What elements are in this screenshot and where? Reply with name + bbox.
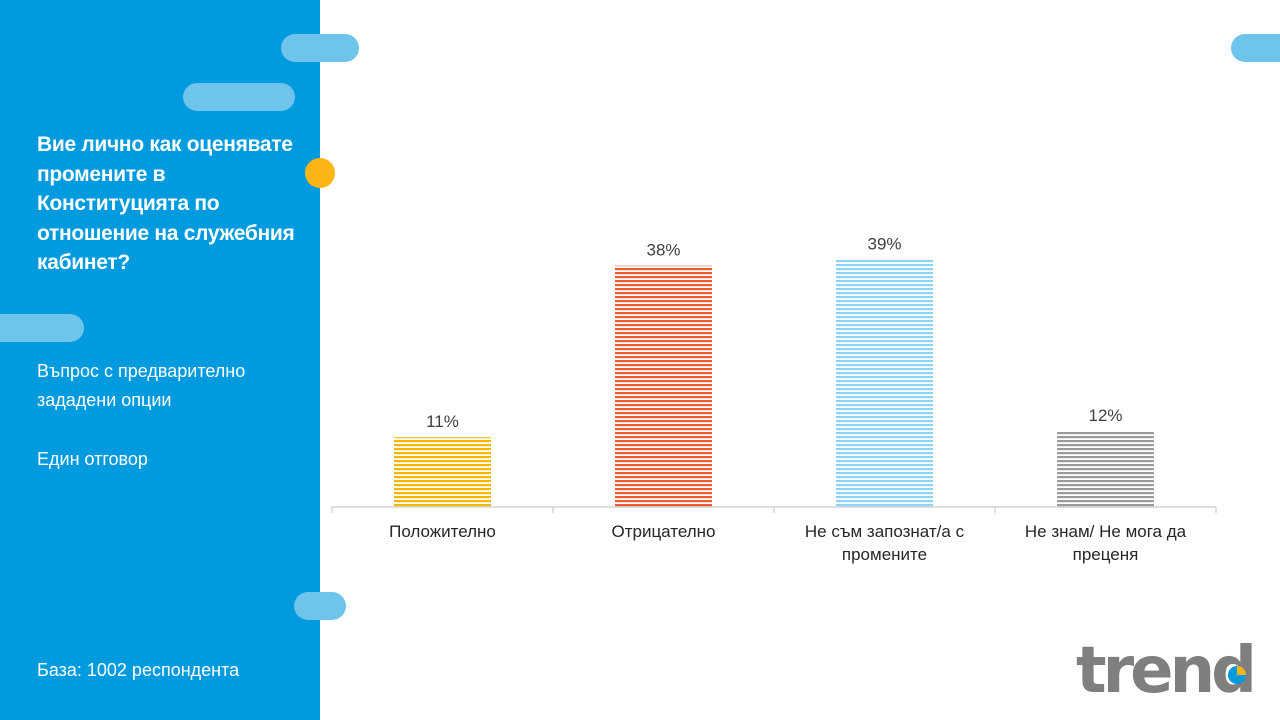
bar-value-label: 39% [867,234,901,253]
bar [615,265,712,507]
sidebar-panel [0,0,320,720]
bar-value-label: 12% [1088,406,1122,425]
survey-question: Вие лично как оценявате промените в Конс… [37,133,295,274]
decor-pill [1231,34,1280,62]
question-type-note: Въпрос с предварително зададени опции [37,361,246,410]
trend-logo: trend [1076,636,1256,700]
svg-text:trend: trend [1076,636,1253,700]
category-label: преценя [1073,545,1139,564]
bar [836,259,933,507]
category-label: промените [842,545,927,564]
bar [394,437,491,507]
bar-value-label: 11% [426,412,459,431]
bar-value-label: 38% [646,241,680,260]
category-label: Положително [389,522,496,541]
decor-pill [281,34,359,62]
sample-base: База: 1002 респондента [37,660,240,680]
bar [1057,430,1154,507]
answer-type-note: Един отговор [37,449,148,469]
category-label: Отрицателно [611,522,715,541]
decor-dot [305,158,335,188]
category-label: Не съм запознат/а с [805,522,965,541]
decor-pill [183,83,295,111]
decor-pill [0,314,84,342]
category-label: Не знам/ Не мога да [1025,522,1187,541]
decor-pill [294,592,346,620]
